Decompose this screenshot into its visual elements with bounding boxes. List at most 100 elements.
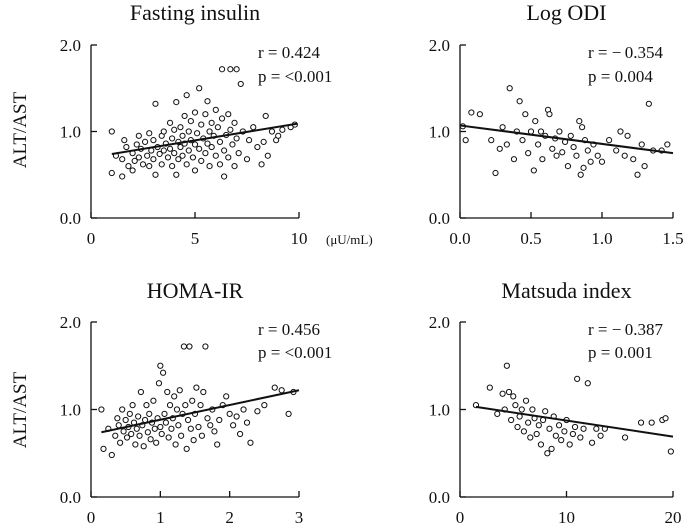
data-point bbox=[119, 173, 126, 180]
data-point bbox=[150, 156, 157, 163]
data-point bbox=[598, 158, 606, 165]
data-point bbox=[648, 419, 655, 426]
data-point bbox=[245, 137, 253, 144]
data-point bbox=[579, 124, 586, 131]
data-point bbox=[119, 156, 126, 163]
data-point bbox=[254, 143, 261, 151]
data-point bbox=[574, 375, 581, 382]
data-point bbox=[202, 111, 209, 118]
x-tick-label: 20 bbox=[665, 508, 682, 527]
x-tick-label: 0.0 bbox=[449, 229, 470, 248]
data-point bbox=[247, 439, 254, 446]
data-point bbox=[173, 98, 180, 106]
data-point bbox=[566, 441, 573, 448]
data-point bbox=[237, 80, 244, 88]
panel-2: Log ODI 0.0 1.0 2.0 0.0 0.5 1.0 1.5 r = − 0.354 p… bbox=[429, 0, 684, 248]
data-point bbox=[115, 422, 122, 429]
data-point bbox=[532, 118, 539, 125]
stat-r: r = − 0.354 bbox=[588, 43, 663, 62]
data-point bbox=[223, 393, 230, 400]
data-point bbox=[233, 66, 240, 73]
data-point bbox=[638, 141, 645, 148]
data-point bbox=[169, 135, 176, 142]
data-point bbox=[189, 154, 197, 161]
panel-title: Fasting insulin bbox=[130, 0, 260, 25]
stat-p: p = <0.001 bbox=[258, 67, 332, 86]
data-point bbox=[577, 171, 584, 178]
regression-line bbox=[101, 389, 300, 434]
data-point bbox=[146, 130, 153, 137]
data-point bbox=[510, 393, 517, 400]
x-unit-label: (μU/mL) bbox=[326, 232, 373, 247]
y-tick-label: 1.0 bbox=[60, 401, 81, 420]
data-point bbox=[136, 432, 143, 439]
data-point bbox=[268, 128, 276, 135]
data-point bbox=[641, 163, 648, 170]
data-point bbox=[637, 419, 645, 426]
stat-p: p = 0.004 bbox=[588, 67, 653, 86]
stat-r: r = 0.424 bbox=[258, 43, 320, 62]
data-point bbox=[278, 387, 285, 394]
y-tick-label: 1.0 bbox=[429, 123, 450, 142]
data-point bbox=[189, 397, 196, 404]
y-tick-label: 2.0 bbox=[60, 313, 81, 332]
data-point bbox=[198, 157, 205, 165]
data-point bbox=[212, 106, 219, 113]
data-point bbox=[143, 402, 150, 409]
x-tick-label: 10 bbox=[558, 508, 575, 527]
data-point bbox=[486, 384, 493, 391]
data-point bbox=[624, 132, 631, 139]
data-point bbox=[122, 416, 129, 424]
data-point bbox=[196, 145, 203, 152]
data-point bbox=[525, 150, 532, 157]
data-point bbox=[503, 362, 510, 369]
data-point bbox=[537, 441, 545, 448]
y-tick-label: 0.0 bbox=[60, 488, 81, 507]
data-point bbox=[584, 147, 591, 154]
data-point bbox=[108, 451, 115, 459]
data-point bbox=[555, 422, 563, 429]
data-point bbox=[129, 402, 136, 409]
data-point bbox=[519, 137, 526, 144]
data-point bbox=[492, 169, 499, 177]
data-point bbox=[227, 126, 234, 133]
data-point bbox=[240, 406, 247, 413]
data-point bbox=[144, 152, 151, 159]
x-tick-label: 5 bbox=[191, 229, 200, 248]
data-point bbox=[185, 147, 192, 154]
data-point bbox=[182, 402, 189, 409]
data-point bbox=[264, 152, 271, 159]
data-point bbox=[123, 143, 130, 151]
data-point bbox=[522, 111, 529, 118]
data-point bbox=[216, 161, 224, 168]
data-point bbox=[226, 410, 233, 417]
data-point bbox=[512, 402, 519, 409]
data-point bbox=[146, 410, 153, 417]
data-point bbox=[108, 128, 115, 135]
data-point bbox=[137, 388, 145, 396]
data-point bbox=[567, 132, 574, 139]
data-point bbox=[546, 425, 553, 432]
data-point bbox=[496, 145, 503, 152]
data-point bbox=[258, 161, 265, 168]
data-point bbox=[202, 150, 209, 157]
data-point bbox=[570, 143, 577, 151]
data-point bbox=[594, 152, 601, 159]
data-point bbox=[157, 423, 164, 431]
x-tick-label: 1.5 bbox=[662, 229, 683, 248]
data-point bbox=[156, 150, 163, 158]
data-point bbox=[229, 141, 236, 148]
data-point bbox=[588, 439, 596, 446]
data-point bbox=[211, 428, 218, 435]
data-point bbox=[505, 388, 513, 396]
data-point bbox=[617, 128, 624, 135]
data-point bbox=[662, 415, 669, 422]
data-point bbox=[535, 422, 542, 429]
data-point bbox=[191, 109, 199, 116]
data-point bbox=[243, 419, 251, 426]
panel-4: Matsuda index 0.0 1.0 2.0 0 10 20 r = − 0.387 p … bbox=[429, 278, 682, 527]
data-point bbox=[261, 402, 268, 409]
data-point bbox=[179, 132, 186, 139]
data-point bbox=[630, 156, 637, 163]
